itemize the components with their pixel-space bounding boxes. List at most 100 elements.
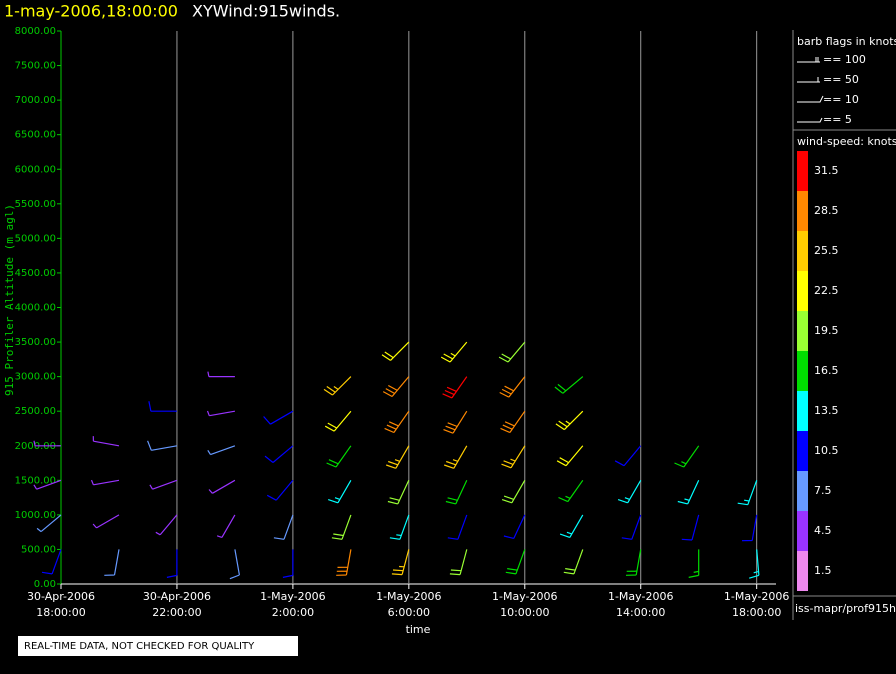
wind-barb — [386, 445, 410, 469]
y-tick-label: 500.00 — [21, 544, 56, 555]
wind-barb — [149, 479, 178, 490]
y-tick-label: 2500.00 — [15, 406, 56, 417]
x-axis-label: time — [406, 623, 431, 636]
source: iss-mapr/prof915h — [795, 602, 896, 615]
wind-barb — [323, 376, 352, 396]
chart-title: 1-may-2006,18:00:00 — [4, 2, 178, 21]
wind-barb — [677, 480, 700, 505]
x-tick-label: 1-May-2006 6:00:00 — [376, 590, 442, 619]
y-tick-label: 0.00 — [34, 579, 56, 590]
wind-barb — [381, 341, 410, 361]
wind-barb — [505, 549, 526, 575]
chart-subtitle: XYWind:915winds. — [192, 2, 340, 21]
colorbar-label: 28.5 — [814, 204, 839, 217]
wind-barb — [440, 341, 468, 363]
wind-barb — [749, 549, 760, 579]
x-tick-label: 1-May-2006 18:00:00 — [723, 590, 790, 619]
wind-barb — [264, 445, 294, 463]
wind-barb — [447, 514, 468, 540]
y-tick-label: 7500.00 — [15, 61, 56, 72]
wind-barb — [326, 445, 352, 468]
wind-barb — [207, 371, 235, 378]
wind-barb — [90, 479, 120, 486]
wind-barb — [331, 514, 352, 540]
wind-barb — [206, 410, 236, 417]
wind-barb — [216, 514, 236, 538]
colorbar-swatch — [797, 391, 808, 431]
wind-barb — [449, 549, 468, 576]
colorbar-swatch — [797, 551, 808, 591]
wind-barb — [207, 445, 236, 456]
wind-barb — [389, 514, 410, 540]
wind-barb — [444, 445, 468, 469]
colorbar-swatch — [797, 231, 808, 271]
wind-barb — [625, 549, 642, 576]
colorbar-swatch — [797, 471, 808, 511]
wind-barb — [674, 445, 700, 468]
wind-barb — [92, 514, 120, 529]
colorbar-swatch — [797, 151, 808, 191]
barb-legend-label: == 5 — [823, 113, 852, 126]
wind-barb — [443, 410, 468, 434]
wind-barb — [266, 479, 294, 501]
colorbar-label: 1.5 — [814, 564, 832, 577]
wind-barb — [621, 514, 642, 540]
colorbar-label: 22.5 — [814, 284, 839, 297]
wind-barb — [442, 376, 468, 399]
colorbar-swatch — [797, 431, 808, 471]
x-tick-label: 1-May-2006 10:00:00 — [492, 590, 558, 619]
wind-barb — [41, 549, 62, 575]
wind-barb — [155, 514, 178, 536]
wind-barb — [558, 479, 584, 503]
wind-barb — [36, 514, 62, 533]
colorbar-swatch — [797, 191, 808, 231]
y-tick-label: 3000.00 — [15, 372, 56, 383]
y-tick-label: 1000.00 — [15, 510, 56, 521]
wind-barb — [554, 376, 584, 394]
wind-barb — [688, 549, 700, 578]
barb-legend-icons — [797, 57, 824, 123]
wind-barb — [387, 480, 410, 505]
colorbar-label: 31.5 — [814, 164, 839, 177]
wind-barb — [445, 480, 468, 505]
y-tick-label: 4500.00 — [15, 268, 56, 279]
wind-barb — [500, 410, 526, 434]
wind-barb — [391, 549, 410, 576]
y-tick-label: 7000.00 — [15, 95, 56, 106]
y-tick-label: 4000.00 — [15, 303, 56, 314]
colorbar-label: 4.5 — [814, 524, 832, 537]
wind-barb — [148, 401, 177, 412]
wind-barb — [555, 410, 584, 431]
wind-barb — [166, 549, 178, 578]
wind-barb — [737, 480, 758, 506]
wind-barb — [33, 479, 62, 490]
wind-barb — [273, 514, 294, 540]
y-tick-label: 1500.00 — [15, 475, 56, 486]
wind-barb — [92, 436, 120, 447]
wind-barb — [384, 410, 410, 434]
y-tick-label: 6000.00 — [15, 164, 56, 175]
x-tick-label: 1-May-2006 2:00:00 — [260, 590, 326, 619]
wind-barb — [501, 445, 526, 469]
wind-barb — [681, 514, 700, 541]
wind-barb — [282, 549, 294, 578]
wind-barb — [499, 376, 526, 398]
wind-barb — [563, 549, 584, 575]
wind-barb — [328, 479, 352, 504]
wind-barb — [147, 440, 178, 451]
wind-barb — [617, 479, 642, 504]
y-axis-label: 915 Profiler Altitude (m agl) — [3, 204, 16, 396]
footer-box — [18, 636, 298, 656]
footer: REAL-TIME DATA, NOT CHECKED FOR QUALITY — [24, 641, 255, 652]
colorbar-label: 7.5 — [814, 484, 832, 497]
wind-barb — [33, 440, 61, 447]
colorbar-label: 16.5 — [814, 364, 839, 377]
wind-barb — [501, 479, 526, 504]
barb-legend-label: == 50 — [823, 73, 859, 86]
barb-legend-label: == 10 — [823, 93, 859, 106]
y-tick-label: 5500.00 — [15, 199, 56, 210]
barb-legend-label: == 100 — [823, 53, 866, 66]
y-tick-label: 3500.00 — [15, 337, 56, 348]
